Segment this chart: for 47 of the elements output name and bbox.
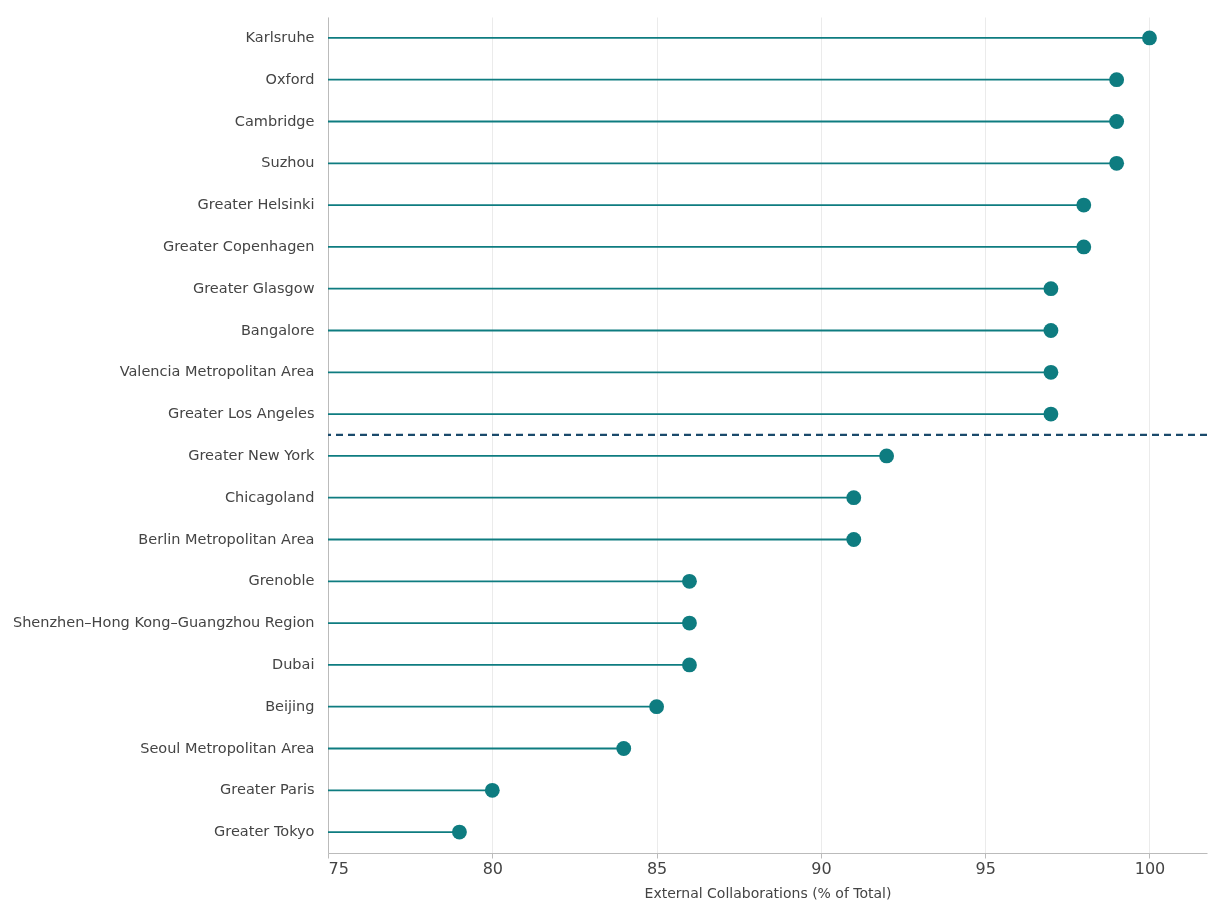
y-tick-label: Beijing (265, 697, 315, 714)
x-tick-label: 95 (975, 858, 996, 878)
point (682, 657, 697, 673)
x-tick-label: 75 (328, 858, 349, 878)
x-tick-label: 90 (811, 858, 832, 878)
y-tick-label: Shenzhen–Hong Kong–Guangzhou Region (12, 614, 315, 631)
y-tick-label: Bangalore (240, 321, 315, 338)
point (616, 741, 632, 756)
y-tick-label: Greater Tokyo (214, 823, 315, 840)
y-tick-label: Seoul Metropolitan Area (140, 739, 315, 756)
y-tick-label: Karlsruhe (245, 28, 315, 45)
point (1043, 323, 1059, 338)
point (1109, 114, 1125, 129)
point (1109, 155, 1125, 171)
point (1076, 197, 1092, 213)
point (1043, 406, 1059, 422)
y-tick-label: Grenoble (248, 572, 315, 589)
y-tick-label: Greater Los Angeles (168, 405, 315, 422)
point (682, 573, 697, 589)
point (846, 490, 862, 506)
y-tick-label: Greater Paris (220, 781, 315, 798)
point (682, 615, 697, 631)
y-tick-label: Oxford (265, 70, 315, 87)
y-tick-label: Suzhou (261, 154, 315, 171)
point (846, 532, 862, 547)
point (452, 824, 467, 840)
point (484, 782, 500, 798)
y-tick-label: Dubai (272, 655, 315, 672)
point (1142, 30, 1157, 46)
point (1109, 72, 1125, 88)
y-tick-label: Cambridge (234, 112, 315, 129)
point (649, 699, 665, 715)
y-tick-label: Greater Helsinki (197, 196, 315, 213)
point (1076, 239, 1092, 255)
y-tick-label: Greater New York (188, 446, 316, 463)
x-axis-title: External Collaborations (% of Total) (644, 884, 892, 901)
y-tick-label: Berlin Metropolitan Area (138, 530, 315, 547)
y-tick-label: Valencia Metropolitan Area (119, 363, 315, 380)
y-tick-label: Greater Copenhagen (162, 237, 315, 254)
point (879, 448, 895, 464)
y-tick-label: Greater Glasgow (192, 279, 315, 296)
point (1043, 281, 1059, 297)
y-tick-label: Chicagoland (224, 488, 315, 505)
point (1043, 364, 1059, 380)
x-tick-label: 85 (646, 858, 668, 878)
x-tick-label: 100 (1134, 858, 1166, 878)
x-tick-label: 80 (482, 858, 503, 878)
